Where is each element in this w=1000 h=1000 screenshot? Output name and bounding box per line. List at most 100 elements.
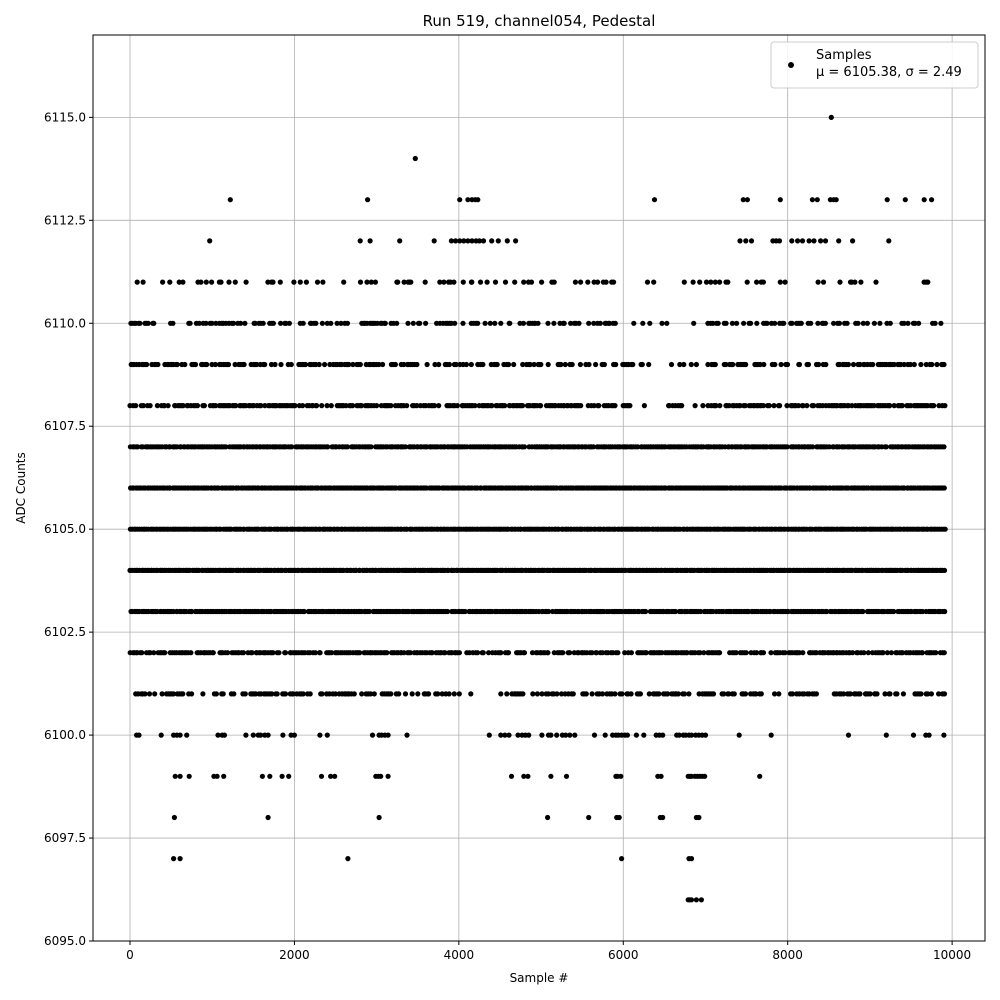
data-point — [748, 238, 755, 244]
data-point — [152, 691, 158, 697]
data-point — [446, 691, 452, 697]
data-point — [374, 403, 380, 409]
data-point — [880, 650, 886, 656]
data-point — [249, 650, 255, 656]
data-point — [777, 403, 783, 409]
data-point — [414, 361, 420, 368]
data-point — [404, 732, 410, 738]
data-point — [487, 320, 493, 326]
data-point — [844, 320, 850, 326]
data-point — [189, 608, 195, 615]
data-point — [558, 691, 565, 697]
data-point — [887, 320, 893, 326]
data-point — [772, 320, 778, 326]
data-point — [760, 650, 767, 656]
data-point — [344, 320, 351, 326]
data-point — [681, 279, 687, 285]
data-point — [676, 732, 682, 738]
data-point — [527, 361, 533, 368]
data-point — [505, 650, 512, 656]
data-point — [480, 650, 486, 656]
data-point — [378, 773, 384, 779]
data-point — [865, 650, 871, 656]
data-point — [941, 650, 947, 656]
data-point — [424, 361, 430, 368]
data-point — [531, 361, 537, 368]
data-point — [760, 403, 767, 409]
data-point — [602, 732, 608, 738]
data-point — [282, 650, 289, 656]
data-point — [737, 403, 743, 409]
data-point — [242, 691, 248, 697]
data-point — [929, 361, 935, 368]
data-point — [135, 444, 141, 450]
data-point — [560, 650, 566, 656]
data-point — [665, 691, 671, 697]
data-point — [772, 361, 778, 368]
data-point — [328, 320, 334, 326]
data-point — [697, 650, 703, 656]
data-point — [710, 320, 716, 326]
data-point — [698, 897, 705, 903]
data-point — [942, 403, 948, 409]
data-point — [766, 403, 772, 409]
data-point — [158, 732, 164, 738]
data-point — [926, 732, 932, 738]
data-point — [729, 320, 736, 326]
data-point — [852, 279, 858, 285]
data-point — [622, 650, 628, 656]
data-point — [137, 320, 143, 326]
legend-box — [770, 41, 979, 89]
data-point — [717, 403, 723, 409]
data-point — [303, 279, 309, 285]
data-point — [146, 691, 153, 697]
data-point — [815, 279, 821, 285]
x-tick-label: 0 — [126, 948, 134, 962]
data-point — [147, 403, 153, 409]
data-point — [142, 691, 148, 697]
data-point — [823, 361, 829, 368]
legend-marker — [788, 62, 794, 68]
data-point — [140, 403, 146, 409]
data-point — [435, 691, 441, 697]
data-point — [681, 361, 687, 368]
data-point — [201, 403, 207, 409]
data-point — [679, 403, 685, 409]
data-point — [776, 691, 782, 697]
data-point — [521, 279, 527, 285]
data-point — [274, 691, 280, 697]
data-point — [292, 403, 298, 409]
data-point — [708, 279, 714, 285]
data-point — [672, 608, 679, 615]
data-point — [615, 650, 621, 656]
data-point — [860, 320, 866, 326]
data-point — [857, 361, 863, 368]
data-point — [259, 773, 265, 779]
data-point — [203, 279, 209, 285]
data-point — [359, 691, 365, 697]
data-point — [520, 320, 527, 326]
data-point — [809, 197, 816, 203]
data-point — [269, 691, 275, 697]
data-point — [368, 691, 374, 697]
data-point — [385, 732, 391, 738]
data-point — [612, 403, 618, 409]
data-point — [407, 650, 414, 656]
data-point — [325, 444, 331, 450]
data-point — [589, 691, 595, 697]
data-point — [270, 650, 276, 656]
data-point — [867, 691, 873, 697]
data-point — [445, 608, 451, 615]
data-point — [240, 650, 247, 656]
data-point — [703, 279, 710, 285]
data-point — [651, 197, 658, 203]
data-point — [736, 732, 742, 738]
data-point — [170, 320, 176, 326]
data-point — [214, 773, 220, 779]
data-point — [180, 691, 186, 697]
data-point — [567, 650, 573, 656]
data-point — [515, 732, 521, 738]
data-point — [891, 403, 897, 409]
data-point — [628, 691, 634, 697]
